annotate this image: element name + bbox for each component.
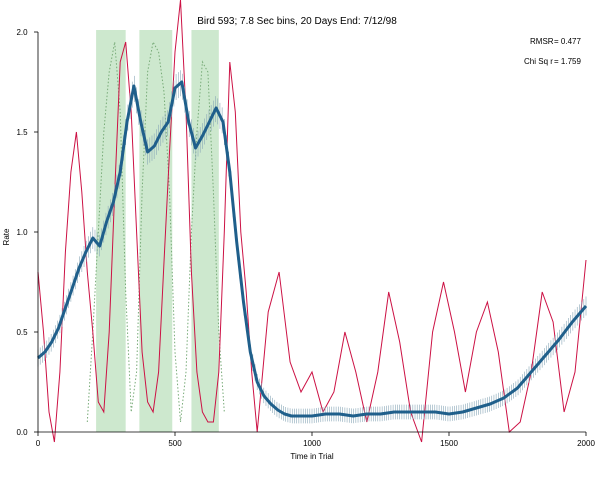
series-1-line <box>37 80 588 418</box>
y-tick-label: 1.5 <box>16 128 28 137</box>
y-axis-label: Rate <box>2 228 11 245</box>
x-tick-label: 500 <box>168 439 182 448</box>
y-ticks: 0.0 0.5 1.0 1.5 2.0 <box>16 28 38 437</box>
x-tick-label: 2000 <box>577 439 595 448</box>
y-tick-label: 0.0 <box>16 428 28 437</box>
y-tick-label: 0.5 <box>16 328 28 337</box>
y-tick-label: 1.0 <box>16 228 28 237</box>
series-3-line <box>86 40 225 423</box>
stat-rmsr-label: RMSR <box>530 37 554 46</box>
stat-rmsr-value: = 0.477 <box>554 37 581 46</box>
x-tick-label: 1000 <box>303 439 321 448</box>
shaded-region-3 <box>191 30 219 432</box>
x-tick-label: 1500 <box>440 439 458 448</box>
chart-title: Bird 593; 7.8 Sec bins, 20 Days End: 7/1… <box>197 16 397 27</box>
series-lines <box>37 0 588 443</box>
x-tick-label: 0 <box>36 439 41 448</box>
series-2-line <box>37 0 587 443</box>
stat-chisq-label: Chi Sq r <box>524 57 553 66</box>
shaded-region-1 <box>96 30 126 432</box>
shaded-region-2 <box>139 30 173 432</box>
x-ticks: 0 500 1000 1500 2000 <box>36 432 595 448</box>
x-axis-label: Time in Trial <box>290 452 333 461</box>
stat-chisq-value: = 1.759 <box>554 57 581 66</box>
shaded-regions <box>96 30 219 432</box>
y-tick-label: 2.0 <box>16 28 28 37</box>
